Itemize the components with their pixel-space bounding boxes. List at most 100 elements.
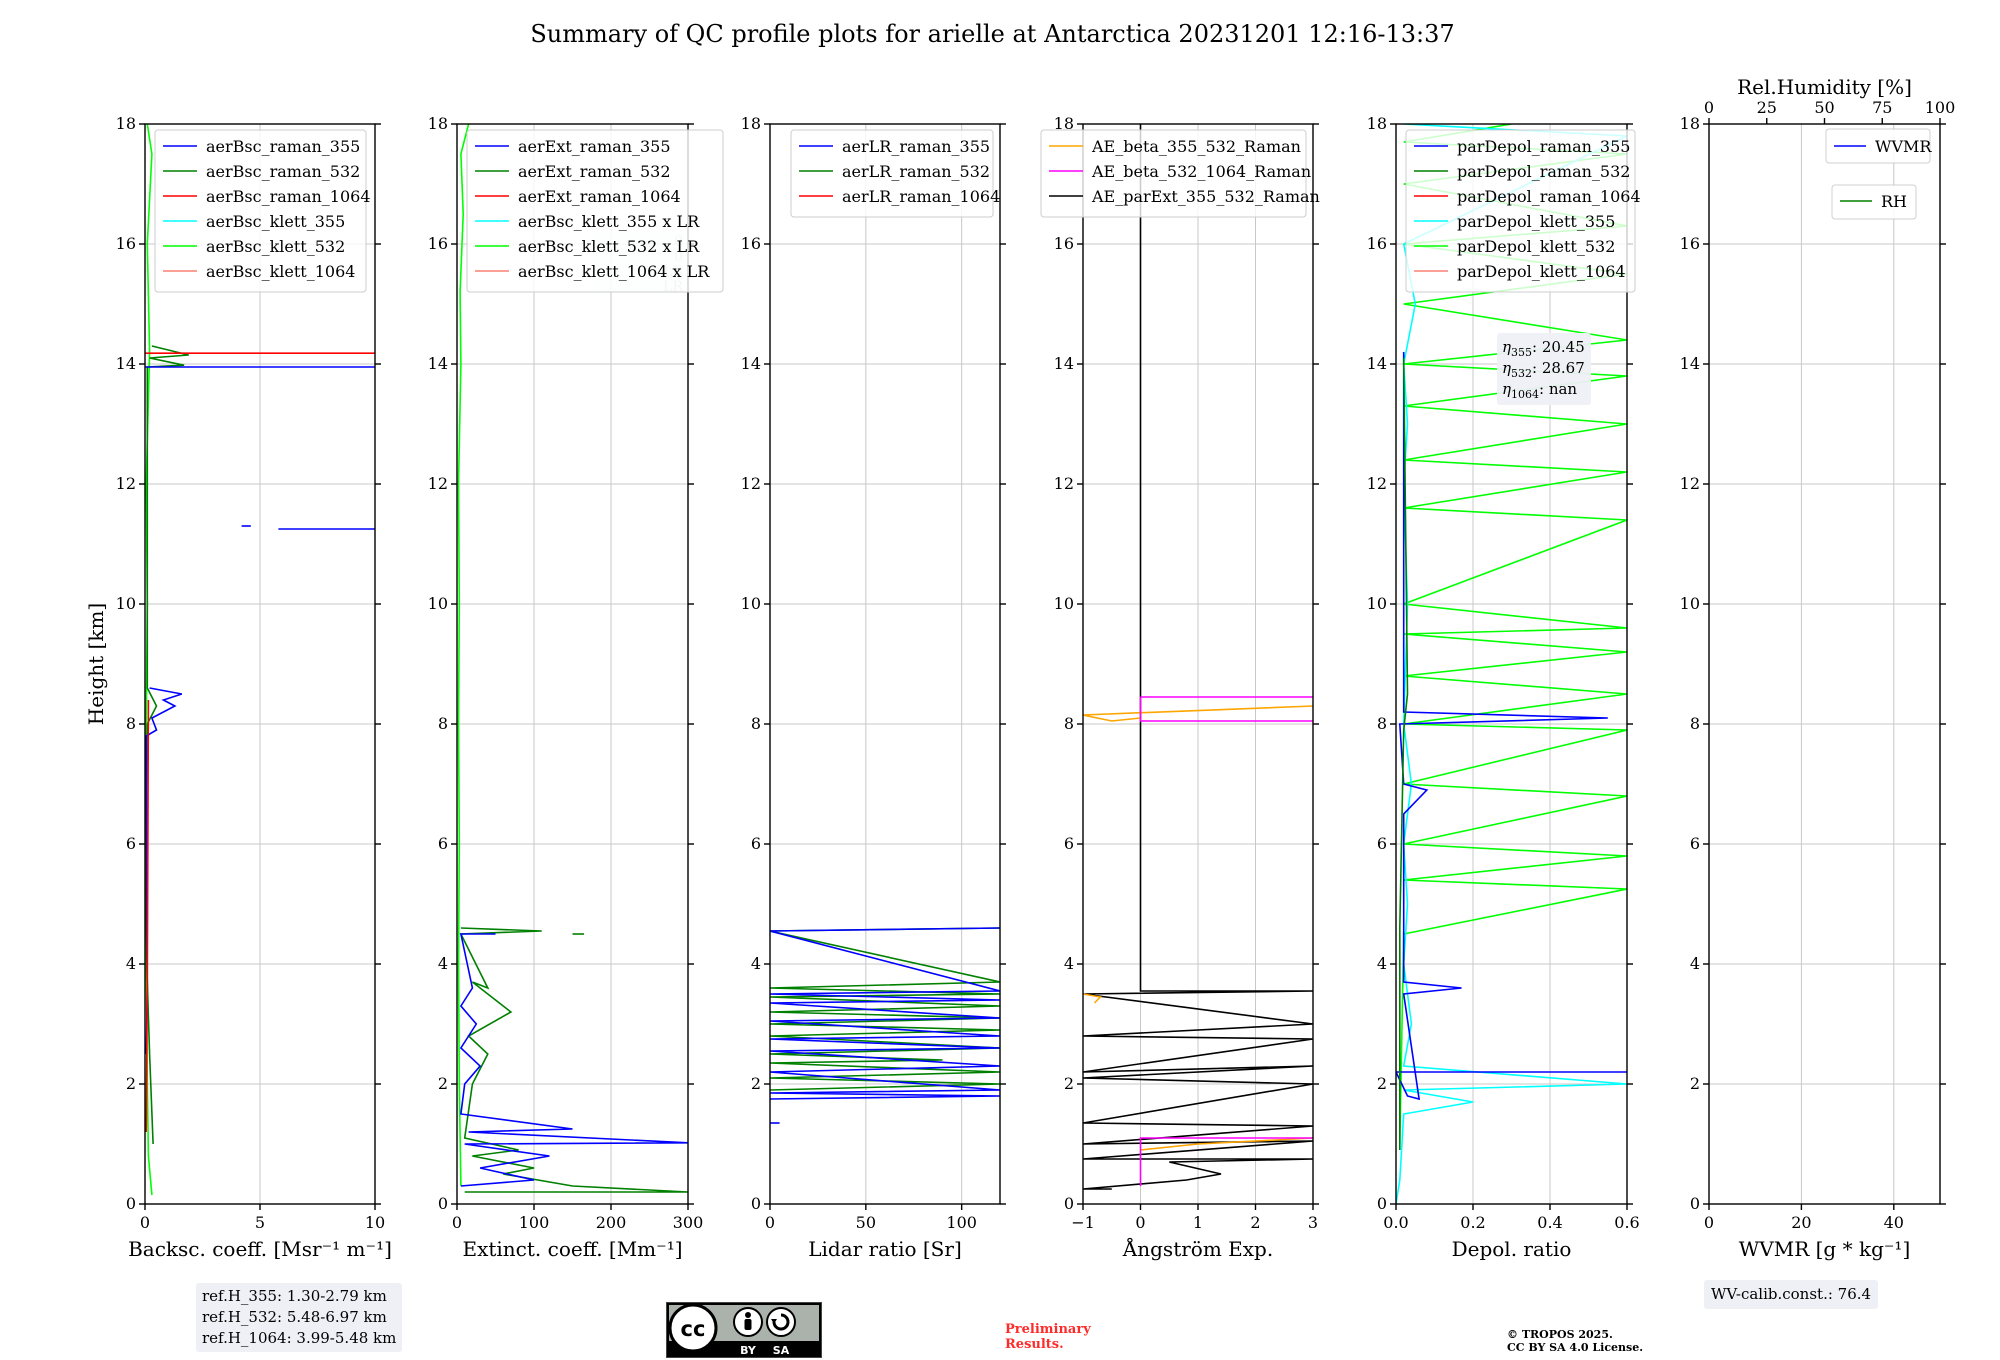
legend-label: aerBsc_klett_1064 x LR [518,262,710,281]
eta-label: η355: 20.45 [1502,338,1585,359]
y-tick-label: 8 [1690,714,1700,733]
legend-label: aerLR_raman_1064 [842,187,1000,206]
legend-label: aerBsc_klett_1064 [206,262,355,281]
y-tick-label: 18 [1054,114,1074,133]
x-tick-label: 2 [1250,1213,1260,1232]
legend-label: aerBsc_klett_355 [206,212,345,231]
legend-box [1825,128,1931,164]
legend: AE_beta_355_532_Raman AE_beta_532_1064_Ra… [1040,129,1320,218]
legend-label: WVMR [1875,137,1932,156]
y-tick-label: 10 [116,594,136,613]
copyright-note: © TROPOS 2025. CC BY SA 4.0 License. [1507,1328,1643,1354]
y-tick-label: 16 [741,234,761,253]
sa-label: SA [773,1344,790,1357]
preliminary-line1: Preliminary [1005,1322,1091,1337]
series-line [1083,993,1102,1004]
panel-backscatter: 0 2 4 6 8 10 12 14 16 18 0 5 10 Backsc. coeff. [Msr⁻¹… [116,114,392,1261]
legend-label: parDepol_klett_532 [1457,237,1615,256]
legend-label: RH [1881,192,1907,211]
y-tick-label: 2 [1690,1074,1700,1093]
series-line [1139,697,1313,722]
y-tick-label: 18 [428,114,448,133]
legend-label: AE_beta_355_532_Raman [1091,137,1301,156]
y-tick-label: 12 [116,474,136,493]
y-tick-label: 12 [428,474,448,493]
legend-label: aerBsc_raman_355 [206,137,360,156]
series-group [770,927,1000,1124]
x-tick-label: −1 [1071,1213,1095,1232]
cc-logo-text: cc [681,1317,706,1341]
y-tick-label: 6 [751,834,761,853]
series-line [457,124,470,1187]
panel-depol: 0 2 4 6 8 10 12 14 16 18 0.0 0.2 0.4 0.6 Depol. ratio p… [1367,114,1641,1261]
y-tick-label: 4 [751,954,761,973]
x-tick-label: 200 [596,1213,627,1232]
axes-frame [769,123,1001,1205]
y-tick-label: 6 [1377,834,1387,853]
eta-label: η1064: nan [1502,380,1577,401]
y-tick-label: 0 [751,1194,761,1213]
x-tick-label: 0.2 [1460,1213,1485,1232]
legend: aerExt_raman_355 aerExt_raman_532 aerExt_r… [466,129,724,293]
y-tick-label: 10 [741,594,761,613]
y-tick-label: 8 [1064,714,1074,733]
axes-frame [1395,123,1628,1205]
y-tick-label: 14 [1054,354,1074,373]
x-axis-label: Extinct. coeff. [Mm⁻¹] [462,1237,682,1261]
legend-label: parDepol_klett_1064 [1457,262,1626,281]
cc-license-badge: cc BY SA [666,1302,822,1358]
legend-label: aerExt_raman_355 [518,137,671,156]
legend-label: parDepol_raman_532 [1457,162,1630,181]
legend-label: parDepol_raman_1064 [1457,187,1641,206]
y-tick-label: 6 [438,834,448,853]
legend-label: parDepol_raman_355 [1457,137,1630,156]
y-tick-label: 10 [428,594,448,613]
x-tick-label: 0 [1135,1213,1145,1232]
y-tick-label: 6 [1064,834,1074,853]
figure-title: Summary of QC profile plots for arielle … [530,20,1455,48]
copyright-line2: CC BY SA 4.0 License. [1507,1341,1644,1354]
x-tick-label: 3 [1308,1213,1318,1232]
y-tick-label: 8 [438,714,448,733]
legend-label: aerBsc_klett_532 [206,237,345,256]
y-tick-label: 8 [751,714,761,733]
series-group [145,124,375,1196]
y-tick-label: 10 [1680,594,1700,613]
legend-label: aerExt_raman_532 [518,162,671,181]
series-line [145,345,189,1145]
preliminary-note: Preliminary Results. [1005,1322,1091,1352]
legend-label: AE_beta_532_1064_Raman [1091,162,1311,181]
legend-label: AE_parExt_355_532_Raman [1091,187,1320,206]
y-tick-label: 8 [1377,714,1387,733]
y-tick-label: 0 [126,1194,136,1213]
legend-label: aerBsc_klett_532 x LR [518,237,700,256]
y-tick-label: 16 [1054,234,1074,253]
eta-box-bg [1497,333,1591,405]
x-tick-label: 0.0 [1383,1213,1408,1232]
series-line [770,927,1000,1091]
y-tick-label: 14 [116,354,136,373]
y-tick-label: 14 [741,354,761,373]
top-x-tick-label: 75 [1872,98,1892,117]
cc-logo-icon [668,1303,718,1353]
x-tick-label: 0 [140,1213,150,1232]
series-line [145,699,150,1133]
legend-label: aerBsc_raman_1064 [206,187,371,206]
series-line [1083,124,1313,1190]
y-tick-label: 18 [116,114,136,133]
wv-calib-box: WV-calib.const.: 76.4 [1704,1280,1879,1309]
top-x-tick-label: 100 [1925,98,1956,117]
y-tick-label: 4 [1690,954,1700,973]
x-axis-label: Backsc. coeff. [Msr⁻¹ m⁻¹] [128,1237,392,1261]
y-tick-label: 18 [1367,114,1387,133]
x-tick-label: 0 [1704,1213,1714,1232]
x-tick-label: 0 [452,1213,462,1232]
y-tick-label: 12 [1367,474,1387,493]
y-tick-label: 14 [1367,354,1387,373]
share-alike-icon [766,1307,796,1337]
preliminary-line2: Results. [1005,1337,1064,1352]
eta-label: η532: 28.67 [1502,359,1585,380]
y-tick-label: 2 [438,1074,448,1093]
